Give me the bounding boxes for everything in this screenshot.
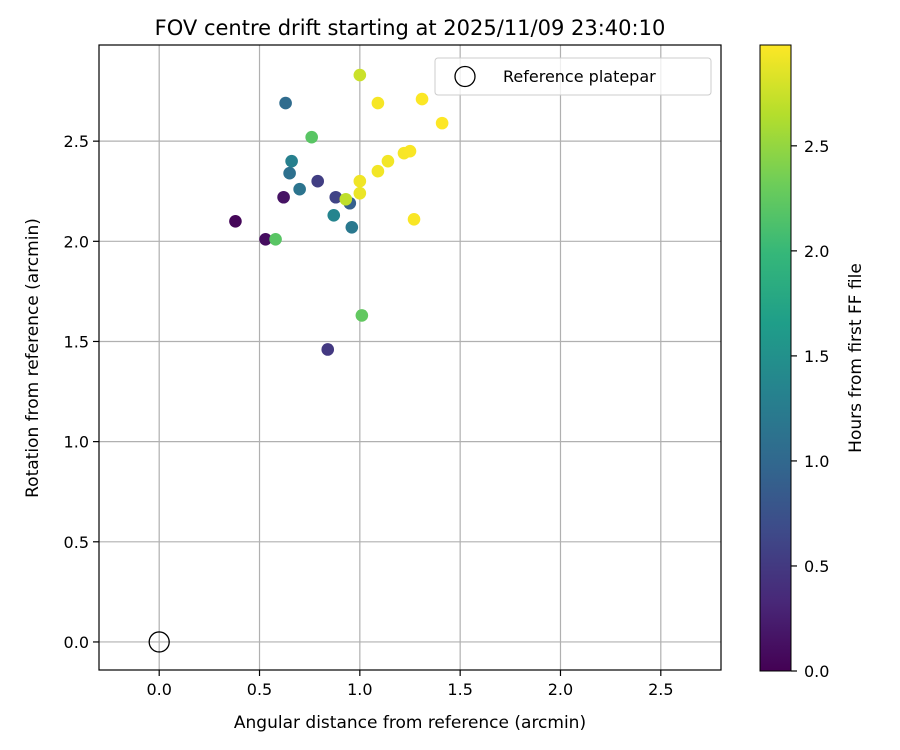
legend: Reference platepar bbox=[434, 57, 712, 96]
colorbar-tick-label: 2.0 bbox=[804, 242, 829, 261]
scatter-point bbox=[311, 174, 325, 188]
scatter-point bbox=[407, 212, 421, 226]
x-axis-ticks: 0.0 0.5 1.0 1.5 2.0 2.5 bbox=[146, 670, 674, 699]
colorbar-tick-label: 0.5 bbox=[804, 557, 829, 576]
y-tick-label: 1.5 bbox=[64, 332, 89, 351]
legend-box bbox=[434, 57, 712, 96]
colorbar-label: Hours from first FF file bbox=[846, 263, 866, 453]
y-tick-label: 2.5 bbox=[64, 132, 89, 151]
scatter-point bbox=[355, 309, 369, 322]
y-tick-label: 0.0 bbox=[64, 633, 89, 652]
y-tick-label: 2.0 bbox=[64, 232, 89, 251]
x-tick-label: 0.0 bbox=[146, 680, 171, 699]
x-axis-label: Angular distance from reference (arcmin) bbox=[234, 713, 586, 733]
scatter-point bbox=[293, 182, 306, 196]
colorbar-tick-label: 0.0 bbox=[804, 662, 829, 681]
y-tick-label: 0.5 bbox=[64, 533, 89, 552]
grid bbox=[99, 45, 721, 670]
scatter-point bbox=[269, 233, 282, 246]
legend-label: Reference platepar bbox=[503, 67, 656, 86]
scatter-point bbox=[305, 130, 318, 144]
colorbar: 0.0 0.5 1.0 1.5 2.0 2.5 Hours from first FF f… bbox=[759, 44, 866, 681]
x-tick-label: 1.0 bbox=[347, 680, 372, 699]
scatter-point bbox=[381, 154, 395, 168]
y-axis-label: Rotation from reference (arcmin) bbox=[23, 218, 43, 498]
scatter-point bbox=[277, 190, 290, 204]
scatter-point bbox=[229, 214, 242, 228]
colorbar-gradient bbox=[759, 44, 792, 672]
scatter-point bbox=[279, 96, 292, 110]
scatter-point bbox=[371, 164, 385, 178]
scatter-point bbox=[371, 96, 385, 110]
scatter-point bbox=[283, 166, 296, 180]
x-tick-label: 1.5 bbox=[447, 680, 472, 699]
scatter-point bbox=[339, 192, 353, 206]
chart-title: FOV centre drift starting at 2025/11/09 … bbox=[155, 16, 666, 40]
scatter-point bbox=[353, 68, 367, 82]
scatter-point bbox=[353, 174, 367, 188]
scatter-point bbox=[345, 220, 359, 234]
plot-frame bbox=[98, 44, 722, 671]
y-axis-ticks: 0.0 0.5 1.0 1.5 2.0 2.5 bbox=[64, 132, 99, 652]
scatter-point bbox=[403, 144, 417, 158]
colorbar-tick-label: 1.0 bbox=[804, 452, 829, 471]
scatter-point bbox=[415, 92, 429, 106]
scatter-point bbox=[329, 190, 343, 204]
scatter-point bbox=[321, 343, 335, 356]
x-tick-label: 0.5 bbox=[247, 680, 272, 699]
x-tick-label: 2.0 bbox=[548, 680, 573, 699]
scatter-points bbox=[148, 68, 449, 653]
scatter-point bbox=[327, 208, 341, 222]
scatter-point bbox=[435, 116, 449, 130]
reference-platepar-marker bbox=[148, 631, 170, 653]
x-tick-label: 2.5 bbox=[648, 680, 673, 699]
scatter-point bbox=[259, 233, 272, 246]
colorbar-ticks: 0.0 0.5 1.0 1.5 2.0 2.5 bbox=[791, 137, 829, 681]
scatter-point bbox=[353, 186, 367, 200]
legend-marker-open-circle bbox=[454, 65, 476, 88]
scatter-point bbox=[285, 154, 298, 168]
colorbar-tick-label: 2.5 bbox=[804, 137, 829, 156]
y-tick-label: 1.0 bbox=[64, 433, 89, 452]
colorbar-tick-label: 1.5 bbox=[804, 347, 829, 366]
